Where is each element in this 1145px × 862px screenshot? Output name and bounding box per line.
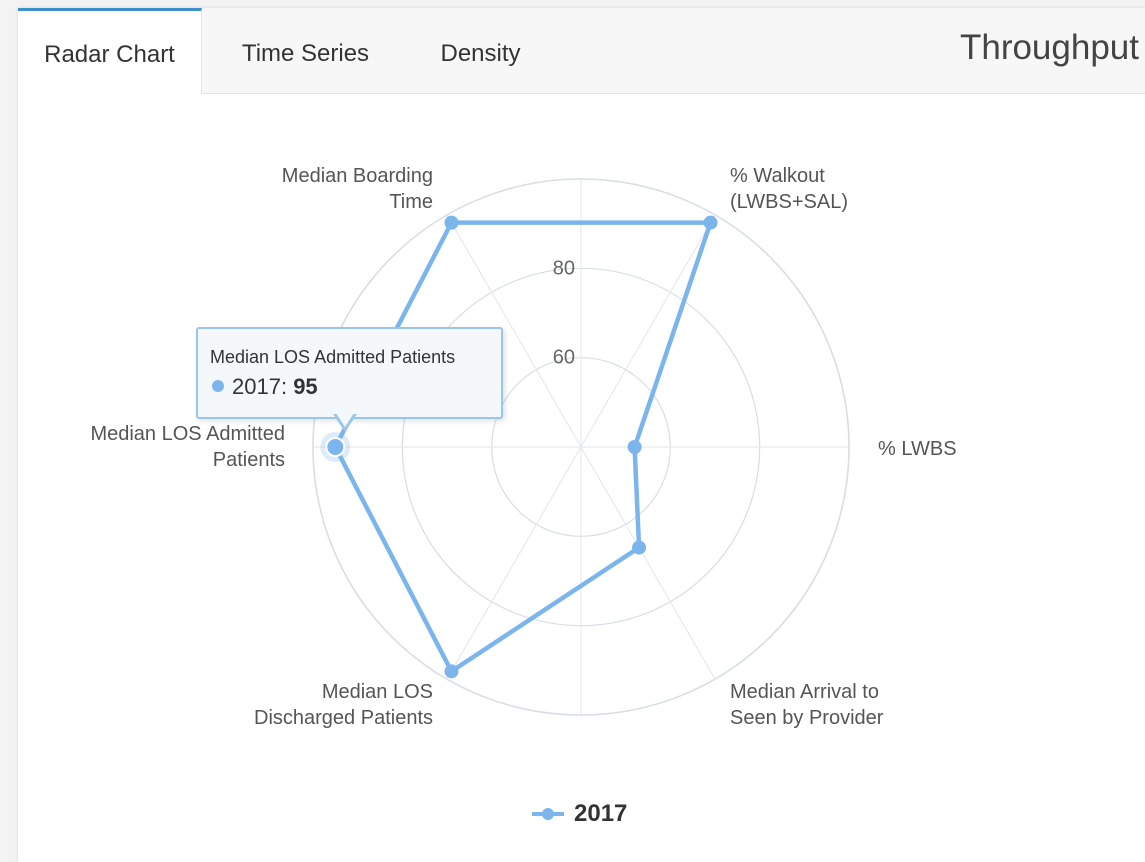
- data-point[interactable]: [444, 215, 459, 230]
- tooltip: Median LOS Admitted Patients 2017: 95: [196, 327, 503, 419]
- category-label: % Walkout (LWBS+SAL): [730, 165, 848, 213]
- spoke-line: [446, 446, 582, 680]
- chart-panel: Radar Chart Time Series Density Throughp…: [18, 8, 1145, 862]
- data-point[interactable]: [632, 540, 647, 555]
- spoke-line: [580, 446, 716, 680]
- data-point[interactable]: [444, 664, 459, 679]
- tab-bar: Radar Chart Time Series Density Throughp…: [18, 8, 1145, 94]
- radar-grid: [312, 178, 850, 716]
- tab-time-series[interactable]: Time Series: [241, 40, 370, 67]
- tooltip-row: 2017: 95: [212, 374, 318, 400]
- category-label: Median LOS Discharged Patients: [254, 681, 433, 729]
- category-label: Median Boarding Time: [282, 165, 433, 213]
- legend-line-marker-icon: [532, 808, 564, 820]
- radial-tick-60: 60: [553, 347, 575, 369]
- data-point[interactable]: [627, 440, 642, 454]
- category-labels: % LWBS % Walkout (LWBS+SAL) Median Boarding…: [90, 165, 956, 729]
- category-label: Median Arrival to Seen by Provider: [730, 681, 884, 729]
- tab-density[interactable]: Density: [440, 40, 521, 67]
- spoke-line: [446, 214, 582, 448]
- tab-radar-chart[interactable]: Radar Chart: [18, 8, 202, 94]
- data-point-hover[interactable]: [325, 437, 346, 457]
- tooltip-title: Median LOS Admitted Patients: [210, 347, 456, 367]
- radial-tick-80: 80: [553, 257, 575, 279]
- tooltip-series-dot: [212, 380, 224, 392]
- legend-label: 2017: [574, 800, 628, 827]
- tooltip-series-name: 2017: [232, 374, 281, 399]
- radial-tick-labels: 60 80: [553, 257, 575, 368]
- tooltip-value: 95: [293, 374, 318, 399]
- category-label: % LWBS: [878, 438, 957, 460]
- spoke-line: [580, 214, 716, 448]
- category-label: Median LOS Admitted Patients: [90, 423, 285, 471]
- data-point[interactable]: [703, 215, 718, 230]
- page-title: Throughput: [959, 28, 1139, 67]
- series-2017[interactable]: [320, 215, 718, 679]
- tooltip-arrow-inner: [336, 413, 354, 427]
